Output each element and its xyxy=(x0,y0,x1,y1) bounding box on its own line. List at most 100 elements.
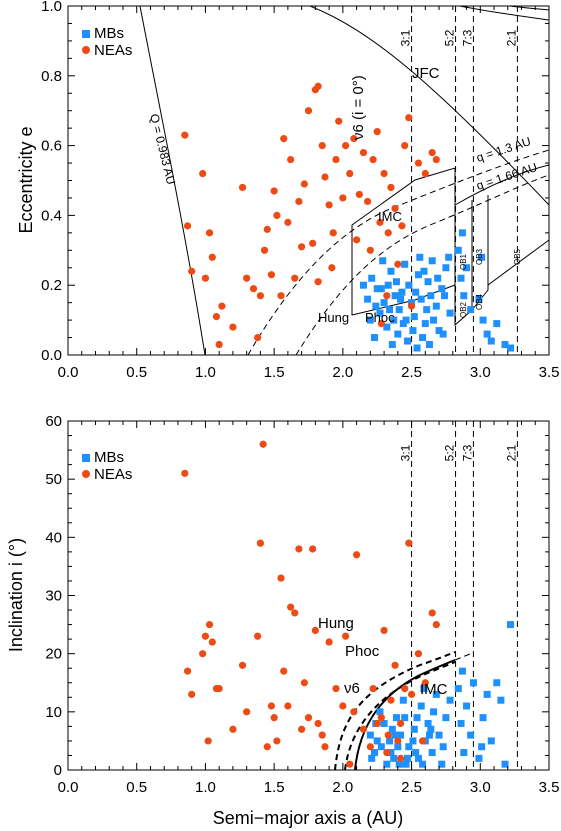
top-nea-point xyxy=(366,246,374,254)
top-nea-point xyxy=(421,169,429,178)
top-mb-point xyxy=(414,271,422,279)
top-mb-point xyxy=(413,344,421,352)
bot-nea-point xyxy=(254,632,262,640)
bot-nea-point xyxy=(183,667,192,675)
top-mb-point xyxy=(483,330,491,338)
top-ytick-label: 0.4 xyxy=(41,207,62,224)
bot-nea-point xyxy=(259,440,267,448)
bot-mb-point xyxy=(386,737,394,745)
bot-mb-point xyxy=(414,754,422,762)
bot-nea-point xyxy=(346,760,354,768)
bot-nea-point xyxy=(359,725,368,733)
bot-nea-point xyxy=(309,545,317,553)
bot-nea-point xyxy=(277,574,285,582)
top-q166-curve xyxy=(295,174,549,355)
top-nea-point xyxy=(300,180,308,188)
bot-mb-point xyxy=(430,708,438,716)
top-mb-point xyxy=(390,316,398,324)
bot-nea-point xyxy=(267,702,275,710)
bot-nea-point xyxy=(432,620,440,629)
bot-nea-point xyxy=(384,731,392,739)
bot-mb-point xyxy=(501,760,509,768)
top-nea-point xyxy=(401,142,409,150)
bot-nea-point xyxy=(304,714,313,722)
top-nea-point xyxy=(314,278,322,286)
top-jfc-boundary-1 xyxy=(309,6,549,206)
bot-nea-point xyxy=(204,737,212,745)
top-mb-point xyxy=(373,285,381,293)
top-mb-point xyxy=(401,260,409,268)
top-mb-point xyxy=(463,264,471,272)
top-legend: MBs NEAs xyxy=(82,25,132,59)
bot-mb-point xyxy=(390,754,398,762)
top-nea-point xyxy=(384,229,392,237)
bot-mb-point xyxy=(417,702,425,710)
bot-mb-point xyxy=(405,743,413,751)
top-label-q166: q = 1.66 AU xyxy=(475,160,539,193)
bot-mb-point xyxy=(394,743,402,751)
bot-nea-point xyxy=(394,737,402,745)
top-nea-point xyxy=(183,222,192,230)
top-mb-point xyxy=(409,327,417,335)
top-nea-point xyxy=(387,183,395,192)
top-mb-point xyxy=(405,281,413,289)
top-mb-point xyxy=(417,295,425,303)
bot-mb-point xyxy=(366,731,374,739)
bot-nea-point xyxy=(377,714,385,722)
top-mb-point xyxy=(445,253,453,261)
bot-mb-point xyxy=(401,714,409,722)
top-q166-solid xyxy=(454,164,549,206)
bot-nea-point xyxy=(300,679,308,687)
top-jfc-boundary-2 xyxy=(459,6,549,21)
top-nea-point xyxy=(314,82,322,90)
top-mb-point xyxy=(421,320,429,328)
top-xtick-label: 1.5 xyxy=(264,364,285,381)
bot-mb-point xyxy=(377,743,385,751)
top-mb-point xyxy=(479,316,487,324)
bot-mb-point xyxy=(454,685,462,693)
bot-mb-point xyxy=(376,708,384,716)
top-ylabel: Eccentricity e xyxy=(16,126,36,233)
top-mb-point xyxy=(435,327,443,335)
bot-nea-point xyxy=(401,684,409,693)
top-nea-point xyxy=(273,211,281,219)
bottom-mb-points xyxy=(366,621,515,768)
top-nea-point xyxy=(298,243,306,251)
top-panel: 3:1 5:2 7:3 2:1 0.0 0.5 1.0 1.5 2.0 2.5 3.0 3.50.0… xyxy=(16,0,559,381)
top-mb-point xyxy=(386,306,394,314)
top-mb-point xyxy=(392,278,400,286)
top-mb-point xyxy=(395,306,403,314)
bottom-nea-points xyxy=(181,440,440,768)
bottom-legend-nea-label: NEAs xyxy=(94,466,132,483)
bot-mb-point xyxy=(427,725,435,733)
bot-xtick-label: 2.5 xyxy=(401,779,422,796)
bot-mb-point xyxy=(458,667,466,675)
top-nea-point xyxy=(398,222,406,230)
bot-nea-point xyxy=(407,690,416,698)
bot-nea-point xyxy=(350,708,358,716)
top-nea-point xyxy=(335,117,343,125)
top-nea-point xyxy=(181,131,189,139)
bot-mb-point xyxy=(438,760,446,768)
top-nea-point xyxy=(260,246,269,254)
top-nea-point xyxy=(342,142,350,150)
top-label-ob1: OB1 xyxy=(459,253,468,270)
top-nea-points xyxy=(181,82,440,349)
top-mb-point xyxy=(467,306,475,314)
top-xtick-label: 1.0 xyxy=(195,364,216,381)
bot-resonance-label: 5:2 xyxy=(443,444,457,461)
bot-nea-point xyxy=(366,743,374,751)
bot-nea-point xyxy=(188,690,196,698)
bot-mb-point xyxy=(469,679,477,687)
top-nea-point xyxy=(432,155,440,164)
bottom-legend-nea-marker xyxy=(82,470,90,478)
bot-nea-point xyxy=(332,684,340,693)
top-mb-point xyxy=(366,316,374,324)
bot-mb-point xyxy=(497,696,505,704)
bot-ytick-label: 40 xyxy=(45,529,62,546)
top-nea-point xyxy=(346,169,354,178)
top-nea-point xyxy=(332,155,340,164)
top-ytick-label: 0.2 xyxy=(41,277,62,294)
top-mb-point xyxy=(439,330,447,338)
